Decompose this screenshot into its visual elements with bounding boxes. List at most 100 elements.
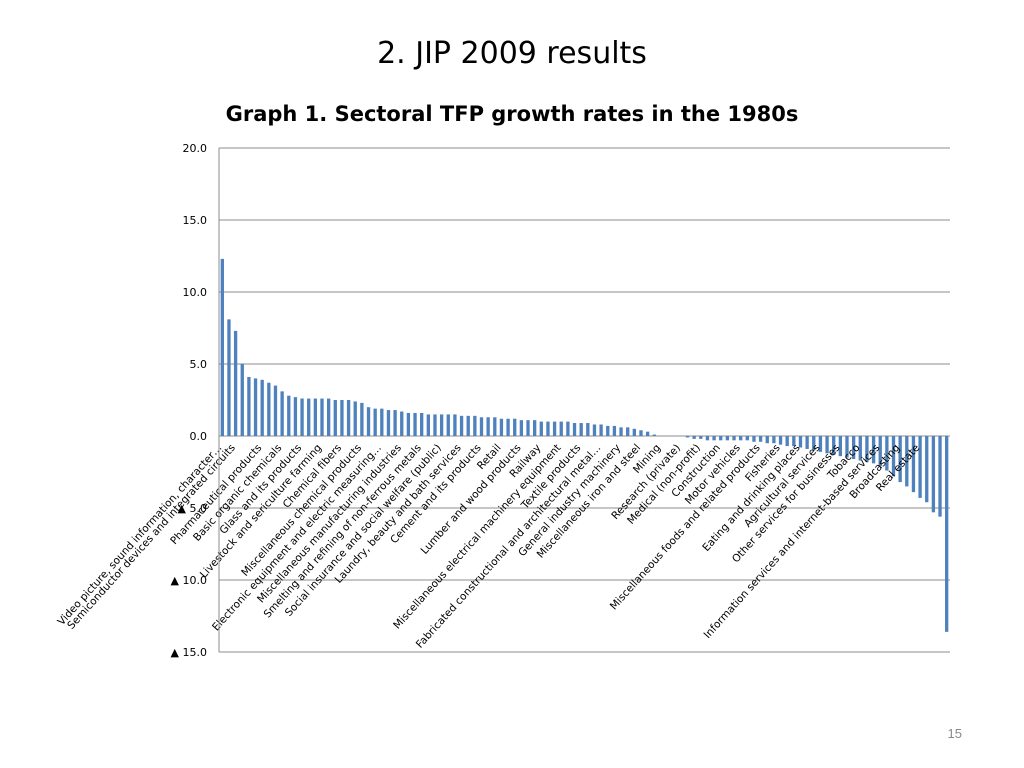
bar xyxy=(220,258,224,436)
bar xyxy=(812,436,816,451)
bar xyxy=(546,421,550,436)
bar xyxy=(413,412,417,436)
category-label: Semiconductor devices and integrated cir… xyxy=(65,442,238,632)
bar xyxy=(267,382,271,436)
bar xyxy=(526,420,530,436)
bar xyxy=(380,408,384,436)
bar xyxy=(878,436,882,467)
bar xyxy=(300,398,304,436)
bar xyxy=(905,436,909,487)
bar xyxy=(898,436,902,483)
bar xyxy=(792,436,796,447)
bar xyxy=(446,414,450,436)
bar xyxy=(918,436,922,498)
bar xyxy=(785,436,789,447)
bar xyxy=(732,436,736,441)
bar xyxy=(320,398,324,436)
bar xyxy=(227,319,231,436)
bar xyxy=(486,417,490,436)
y-tick-label: ▲ 5.0 xyxy=(178,502,207,515)
bar xyxy=(612,425,617,436)
bar xyxy=(479,417,484,436)
bar xyxy=(891,436,896,477)
bar xyxy=(539,421,543,436)
bar xyxy=(426,414,430,436)
bar xyxy=(559,421,563,436)
bar xyxy=(533,420,537,436)
x-axis-category-labels: Video picture, sound information, charac… xyxy=(55,442,922,651)
bar xyxy=(493,417,497,436)
bar xyxy=(326,398,331,436)
bar xyxy=(765,436,769,444)
bar xyxy=(473,415,477,436)
y-tick-label: 0.0 xyxy=(190,430,208,443)
bar xyxy=(439,414,444,436)
bar xyxy=(506,418,510,436)
bar xyxy=(420,412,424,436)
bar xyxy=(645,431,650,436)
bar xyxy=(712,436,716,441)
bar xyxy=(798,436,803,448)
bar xyxy=(373,408,377,436)
bar xyxy=(825,436,829,454)
bar xyxy=(366,407,371,436)
chart-title: Graph 1. Sectoral TFP growth rates in th… xyxy=(225,102,799,126)
bar xyxy=(240,364,244,436)
bar xyxy=(719,436,723,441)
bar xyxy=(938,436,942,517)
bar-series xyxy=(220,258,949,632)
bar xyxy=(858,436,862,461)
y-tick-label: ▲ 10.0 xyxy=(171,574,207,587)
page-number: 15 xyxy=(947,726,962,741)
bar xyxy=(865,436,869,462)
slide-title: 2. JIP 2009 results xyxy=(377,36,647,71)
y-tick-label: ▲ 15.0 xyxy=(171,646,207,659)
bar xyxy=(606,425,610,436)
y-tick-label: 20.0 xyxy=(183,142,208,155)
bar xyxy=(307,398,311,436)
bar xyxy=(313,398,318,436)
bar xyxy=(925,436,929,503)
bar xyxy=(752,436,756,442)
y-axis-tick-labels: 20.0 15.0 10.0 5.0 0.0 ▲ 5.0 ▲ 10.0 ▲ 15.0 xyxy=(171,142,207,659)
bar xyxy=(692,436,696,439)
bar xyxy=(592,424,597,436)
bar xyxy=(639,430,643,436)
bar xyxy=(619,427,623,436)
bar xyxy=(931,436,936,513)
bar xyxy=(838,436,843,457)
bar xyxy=(586,423,590,436)
bar xyxy=(626,427,630,436)
bar xyxy=(459,415,464,436)
bar xyxy=(499,418,504,436)
bar xyxy=(652,434,656,436)
bar xyxy=(778,436,783,445)
bar xyxy=(851,436,856,460)
bar xyxy=(393,410,397,436)
y-tick-label: 10.0 xyxy=(183,286,208,299)
bar xyxy=(772,436,776,444)
bar xyxy=(253,378,258,436)
bar xyxy=(552,421,557,436)
bar xyxy=(360,402,364,436)
bar xyxy=(745,436,749,441)
bar xyxy=(280,391,284,436)
bar xyxy=(632,428,636,436)
bar xyxy=(519,420,524,436)
bar xyxy=(466,415,470,436)
bar xyxy=(705,436,710,441)
bar xyxy=(699,436,703,439)
y-tick-label: 5.0 xyxy=(190,358,208,371)
bar xyxy=(260,379,264,436)
bar xyxy=(453,414,457,436)
bar xyxy=(725,436,730,441)
bar xyxy=(293,397,298,436)
bar xyxy=(346,400,351,436)
bar xyxy=(340,400,344,436)
bar xyxy=(758,436,763,442)
bar xyxy=(400,411,404,436)
bar xyxy=(513,418,517,436)
bar xyxy=(871,436,876,464)
bar xyxy=(579,423,583,436)
